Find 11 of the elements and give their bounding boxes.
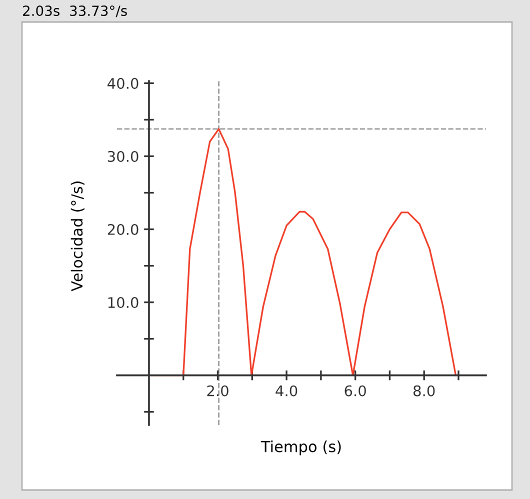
- x-axis-title: Tiempo (s): [260, 440, 341, 456]
- x-tick-label: 2.0: [207, 385, 228, 396]
- x-tick-label: 8.0: [413, 385, 435, 396]
- y-tick-label: 30.0: [108, 150, 138, 162]
- y-axis-title: Velocidad (°/s): [70, 182, 84, 292]
- y-tick-label: 40.0: [108, 78, 138, 89]
- y-tick-label: 10.0: [108, 297, 138, 308]
- chart-title: 2.03s 33.73°/s: [23, 6, 127, 18]
- x-tick-label: 6.0: [344, 385, 366, 396]
- x-tick-label: 4.0: [276, 385, 298, 396]
- y-tick-label: 20.0: [108, 224, 138, 236]
